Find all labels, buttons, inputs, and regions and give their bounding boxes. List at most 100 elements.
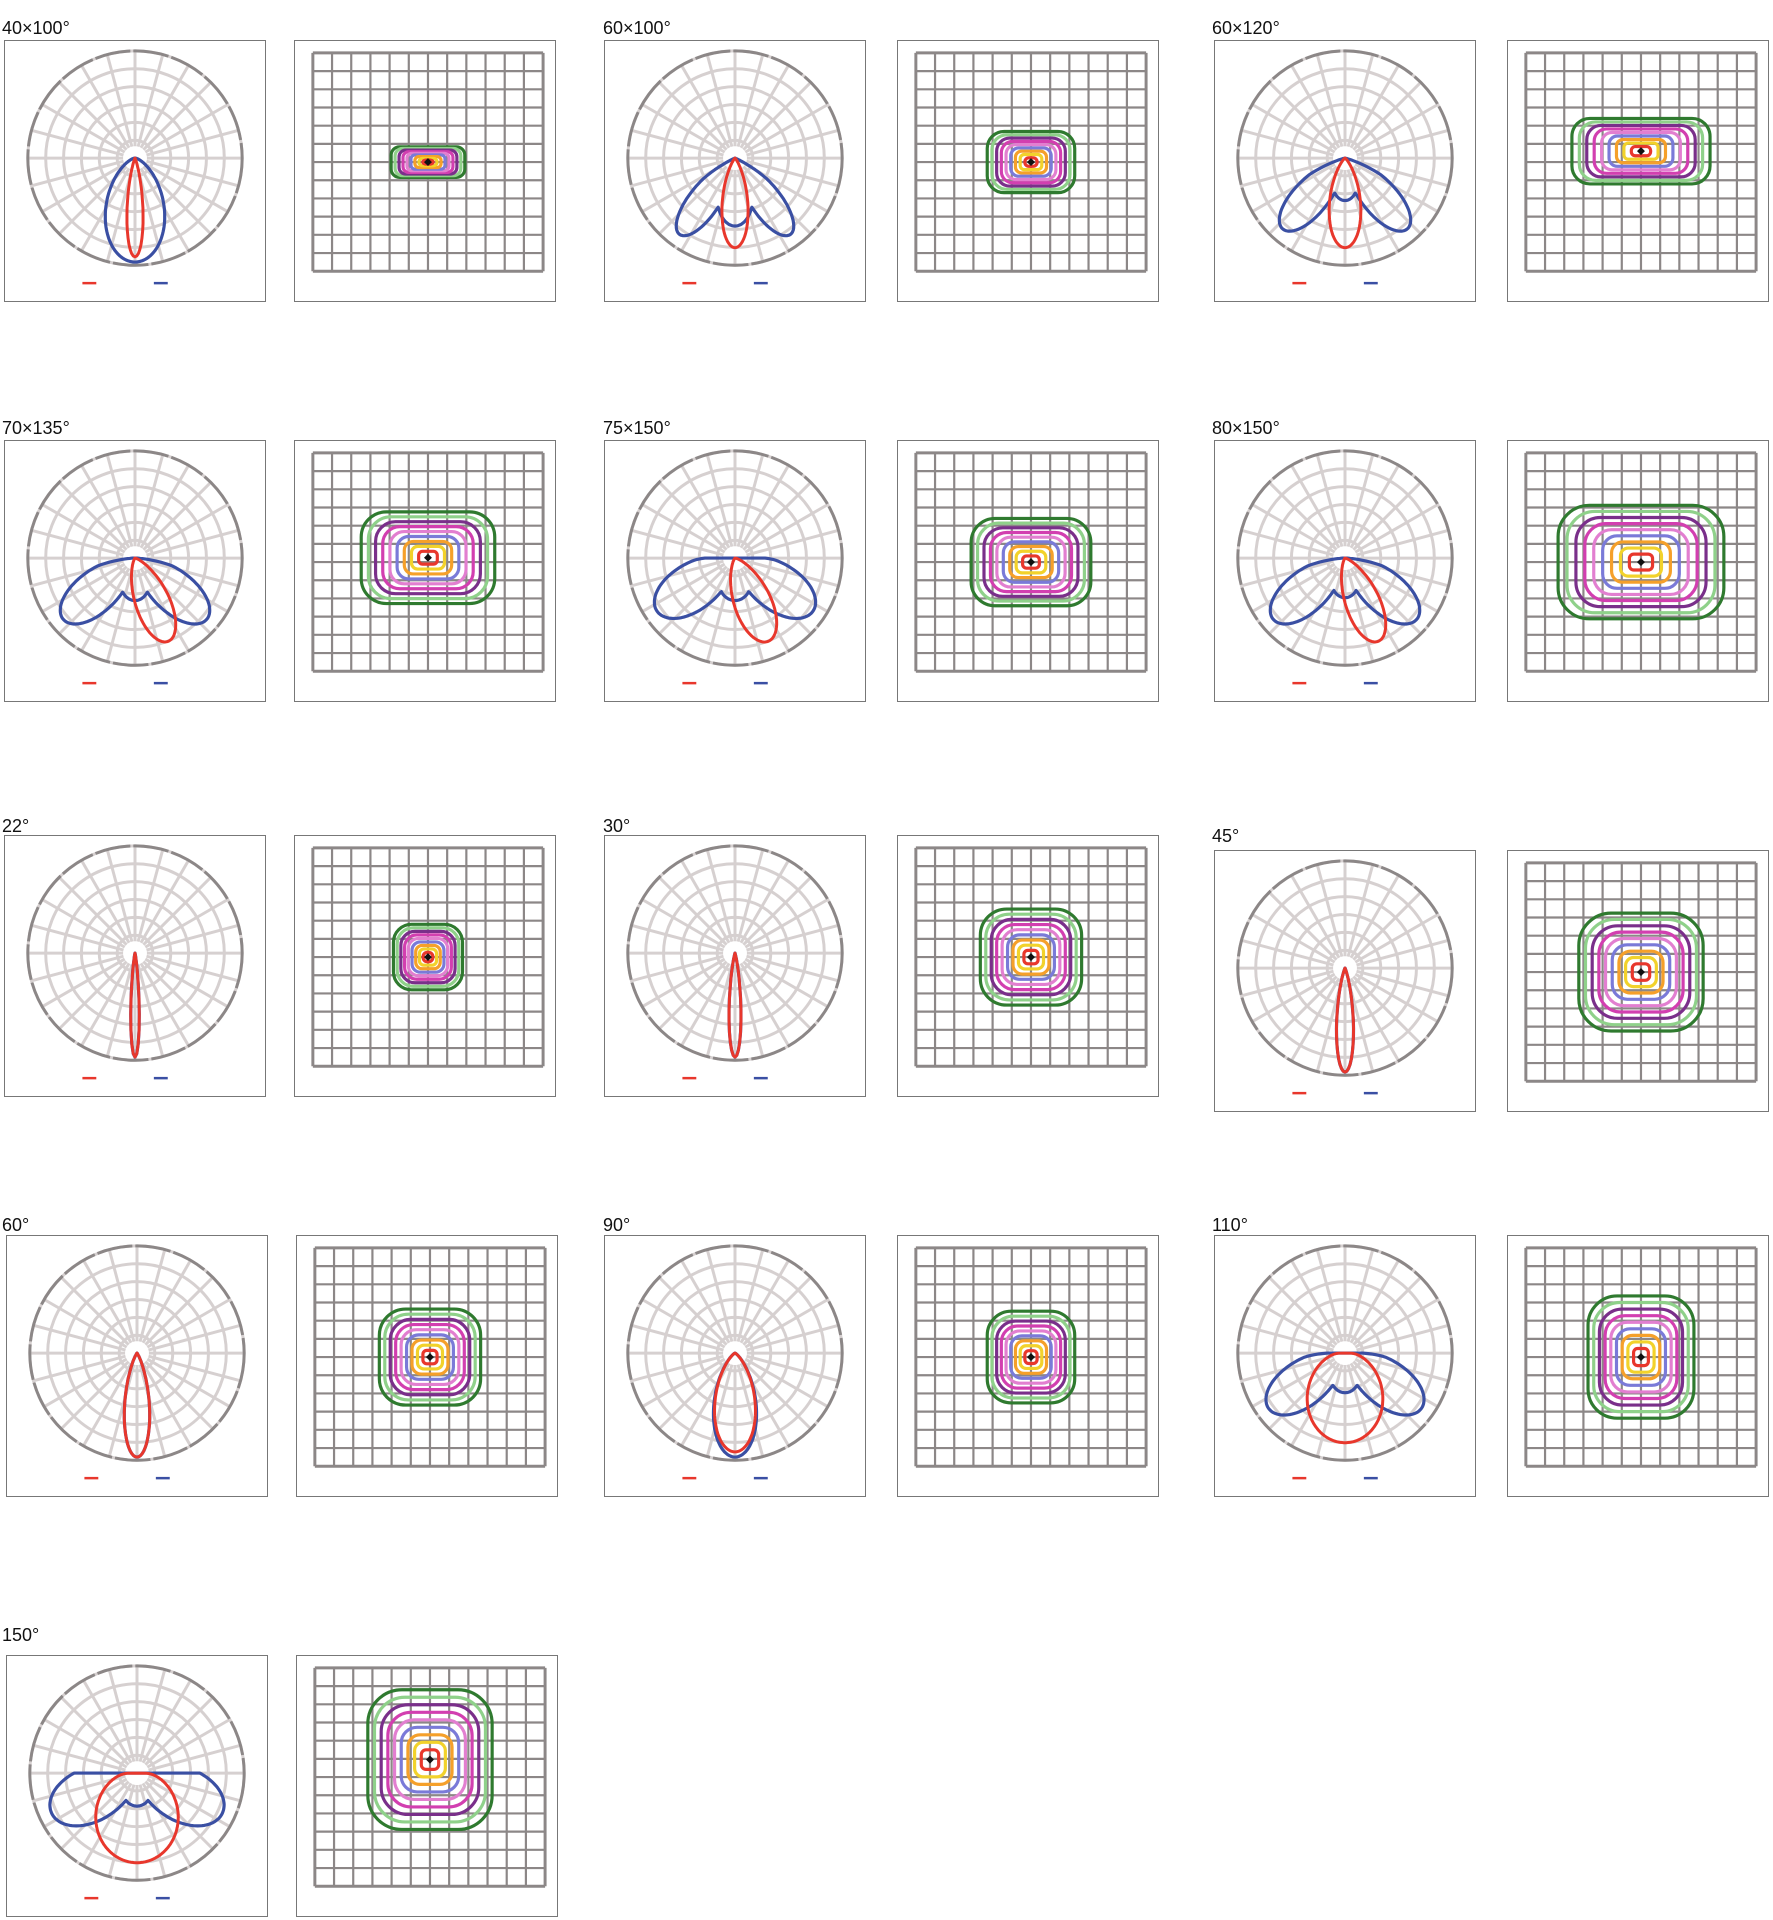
polar-distribution-svg [626, 49, 844, 285]
isolux-contour [1610, 943, 1672, 1001]
isolux-contour [388, 1317, 472, 1397]
isolux-diagram-svg [313, 1666, 547, 1888]
isolux-contour [405, 151, 451, 173]
isolux-contour [402, 539, 454, 576]
isolux-contour [1627, 552, 1655, 572]
isolux-contour [978, 907, 1084, 1007]
polar-curve-c90-270 [1264, 1351, 1426, 1417]
isolux-diagram-svg [311, 451, 545, 673]
polar-curve-c0-180 [727, 951, 743, 1059]
isolux-contour [392, 1718, 467, 1802]
polar-curve-c90-270 [48, 1771, 226, 1828]
polar-distribution-chart [1214, 440, 1476, 702]
polar-distribution-svg [26, 449, 244, 685]
polar-curve-c0-180 [129, 951, 141, 1059]
isolux-diagram-svg [914, 51, 1148, 273]
isolux-contour [419, 1748, 441, 1771]
isolux-contour [414, 943, 442, 971]
isolux-contour [406, 1733, 454, 1786]
polar-distribution-svg [28, 1244, 246, 1480]
beam-angle-label: 30° [603, 816, 631, 836]
isolux-diagram-svg [1524, 1246, 1758, 1468]
isolux-diagram [294, 835, 556, 1097]
isolux-contour [409, 544, 447, 571]
polar-distribution-chart [6, 1655, 268, 1917]
isolux-contour [1629, 144, 1653, 158]
isolux-contour [377, 1307, 483, 1407]
polar-curve-c0-180 [125, 156, 145, 259]
polar-distribution-chart [6, 1235, 268, 1497]
isolux-contour [1023, 1349, 1039, 1366]
luminaire-center-marker [1637, 968, 1645, 977]
isolux-diagram [296, 1655, 558, 1917]
luminaire-center-marker [426, 1755, 434, 1764]
isolux-contour [1005, 933, 1056, 981]
isolux-contour [1018, 152, 1044, 172]
isolux-contour [421, 950, 435, 964]
isolux-contour [1570, 116, 1712, 186]
isolux-contour [1583, 522, 1699, 603]
isolux-contour [417, 549, 439, 566]
isolux-contour [1592, 1300, 1690, 1414]
isolux-contour [989, 917, 1073, 997]
polar-curve-c0-180 [1334, 966, 1356, 1074]
beam-angle-label: 110° [1212, 1215, 1248, 1235]
polar-curve-c0-180 [129, 556, 178, 644]
isolux-contour [975, 521, 1086, 603]
isolux-diagram-svg [914, 1246, 1148, 1468]
luminaire-center-marker [424, 553, 432, 562]
isolux-contour [395, 926, 461, 988]
isolux-contour [990, 133, 1072, 191]
isolux-contour [969, 516, 1093, 608]
isolux-contour [372, 1695, 488, 1824]
polar-distribution-chart [4, 835, 266, 1097]
isolux-contour [421, 1348, 439, 1366]
isolux-contour [999, 139, 1063, 185]
isolux-contour [1556, 503, 1726, 621]
isolux-contour [381, 525, 475, 591]
polar-distribution-svg [26, 844, 244, 1080]
isolux-contour [1018, 1344, 1044, 1370]
isolux-contour [1597, 930, 1685, 1014]
isolux-contour [988, 530, 1074, 594]
isolux-contour [1001, 540, 1061, 584]
polar-curve-c0-180 [1339, 556, 1388, 644]
isolux-contour [401, 150, 455, 175]
isolux-contour [995, 922, 1067, 992]
isolux-diagram [897, 40, 1159, 302]
polar-curve-c0-180 [1305, 1351, 1385, 1445]
isolux-contour [1022, 948, 1040, 966]
isolux-contour [1617, 949, 1665, 995]
isolux-contour [1574, 515, 1708, 609]
beam-angle-label: 80×150° [1212, 418, 1280, 438]
isolux-contour [1000, 928, 1062, 987]
isolux-contour [995, 136, 1067, 188]
beam-angle-label: 75×150° [603, 418, 671, 438]
polar-distribution-chart [1214, 40, 1476, 302]
isolux-contour [1597, 1307, 1685, 1407]
isolux-contour [404, 1333, 455, 1381]
isolux-contour [1607, 134, 1675, 168]
isolux-diagram [897, 835, 1159, 1097]
luminaire-center-marker [1637, 1353, 1645, 1362]
isolux-contour [1009, 146, 1053, 178]
luminaire-center-marker [1027, 158, 1035, 167]
isolux-diagram [897, 1235, 1159, 1497]
polar-distribution-chart [604, 835, 866, 1097]
beam-angle-label: 60° [2, 1215, 30, 1235]
isolux-contour [1009, 1334, 1053, 1380]
isolux-contour [1586, 1294, 1696, 1420]
isolux-contour [1577, 911, 1705, 1033]
isolux-contour [413, 155, 443, 170]
isolux-contour [1016, 943, 1046, 971]
isolux-contour [393, 146, 463, 178]
isolux-contour [1600, 130, 1682, 172]
isolux-contour [410, 940, 446, 974]
isolux-diagram [1507, 40, 1769, 302]
luminaire-center-marker [1027, 953, 1035, 962]
isolux-diagram-svg [1524, 451, 1758, 673]
polar-distribution-chart [1214, 850, 1476, 1112]
isolux-contour [395, 534, 461, 581]
isolux-contour [366, 515, 490, 601]
isolux-contour [1011, 938, 1051, 976]
